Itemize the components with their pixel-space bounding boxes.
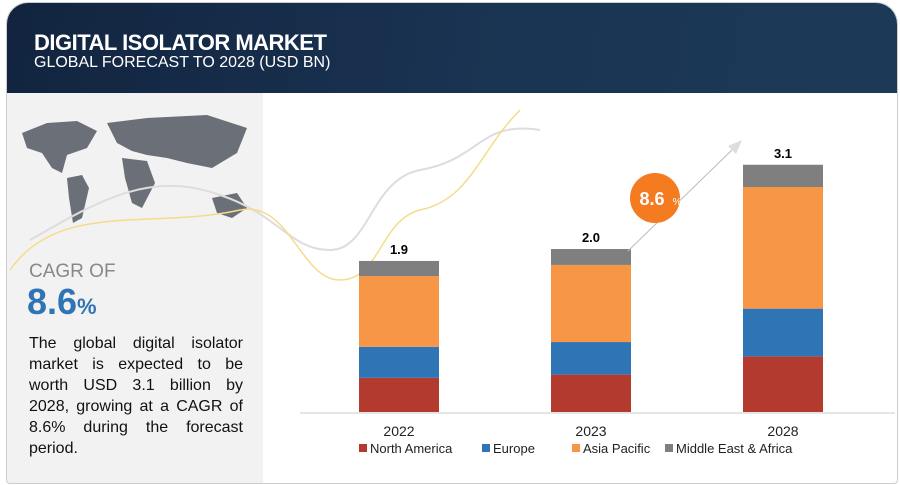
- summary-panel: CAGR OF 8.6% The global digital isolator…: [7, 93, 263, 483]
- total-label: 2.0: [582, 230, 600, 245]
- cagr-number: 8.6: [27, 281, 78, 322]
- legend-label: North America: [370, 441, 453, 456]
- x-tick-label: 2028: [767, 423, 798, 439]
- world-map-icon: [22, 115, 247, 223]
- cagr-unit: %: [77, 294, 97, 319]
- legend-swatch: [572, 444, 580, 452]
- legend-swatch: [359, 444, 367, 452]
- x-tick-label: 2022: [383, 423, 414, 439]
- infographic: DIGITAL ISOLATOR MARKET GLOBAL FORECAST …: [6, 2, 898, 484]
- bar-2023-europe: [551, 342, 631, 375]
- page-title: DIGITAL ISOLATOR MARKET: [34, 30, 327, 55]
- bar-2028-north-america: [743, 356, 823, 412]
- cagr-value: 8.6%: [27, 281, 97, 323]
- total-label: 3.1: [774, 146, 792, 161]
- legend-swatch: [482, 444, 490, 452]
- legend-swatch: [665, 444, 673, 452]
- description: The global digital isolator market is ex…: [29, 335, 243, 457]
- total-label: 1.9: [390, 242, 408, 257]
- header-banner: DIGITAL ISOLATOR MARKET GLOBAL FORECAST …: [7, 3, 897, 93]
- x-tick-label: 2023: [575, 423, 606, 439]
- cagr-label: CAGR OF: [29, 261, 116, 282]
- legend-label: Asia Pacific: [583, 441, 651, 456]
- bar-2022-europe: [359, 346, 439, 378]
- bar-2022-asia-pacific: [359, 276, 439, 347]
- cagr-bubble-value: 8.6: [639, 189, 664, 209]
- growth-arrow: [627, 147, 735, 252]
- page-subtitle: GLOBAL FORECAST TO 2028 (USD BN): [34, 54, 331, 71]
- legend-label: Europe: [493, 441, 535, 456]
- legend-label: Middle East & Africa: [676, 441, 793, 456]
- bar-2023-middle-east-africa: [551, 249, 631, 265]
- bar-2022-north-america: [359, 377, 439, 412]
- bar-2023-asia-pacific: [551, 264, 631, 343]
- arrow-head-icon: [728, 140, 742, 154]
- bar-2023-north-america: [551, 374, 631, 412]
- bar-2028-europe: [743, 308, 823, 357]
- bar-2028-middle-east-africa: [743, 164, 823, 188]
- cagr-bubble: [630, 173, 680, 223]
- cagr-bubble-unit: %: [673, 197, 682, 208]
- bar-2022-middle-east-africa: [359, 260, 439, 277]
- bar-2028-asia-pacific: [743, 187, 823, 309]
